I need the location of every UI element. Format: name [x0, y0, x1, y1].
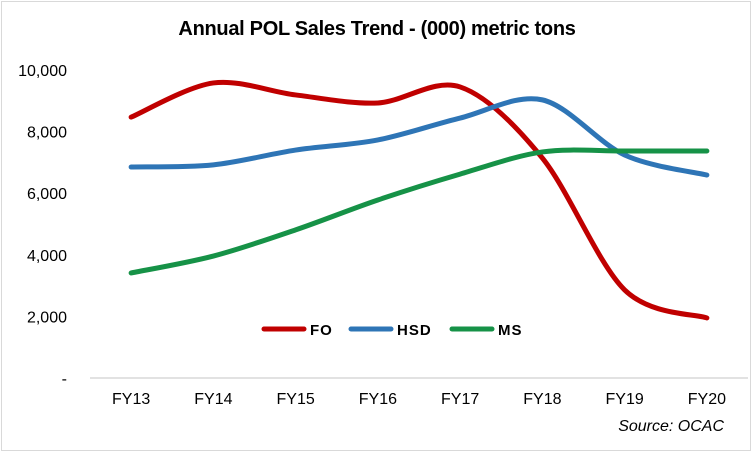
legend-item-hsd: HSD [348, 322, 432, 339]
y-tick-label: 10,000 [18, 63, 67, 80]
series-hsd [128, 96, 710, 178]
y-axis: - 2,000 4,000 6,000 8,000 10,000 [18, 63, 67, 388]
series-lines [128, 79, 710, 321]
legend-item-fo: FO [261, 322, 333, 339]
series-line-ms [128, 147, 710, 276]
source-note: Source: OCAC [618, 418, 724, 435]
legend: FO HSD MS [261, 322, 523, 339]
x-tick-label: FY13 [112, 391, 150, 408]
x-tick-label: FY16 [359, 391, 397, 408]
x-tick-label: FY14 [194, 391, 232, 408]
x-tick-label: FY18 [523, 391, 561, 408]
x-axis: FY13 FY14 FY15 FY16 FY17 FY18 FY19 FY20 [112, 391, 726, 408]
y-tick-label: 8,000 [27, 125, 67, 142]
chart-title: Annual POL Sales Trend - (000) metric to… [178, 18, 576, 40]
y-tick-label: 2,000 [27, 309, 67, 326]
legend-item-ms: MS [449, 322, 523, 339]
legend-label: FO [310, 322, 333, 339]
series-line-hsd [128, 96, 710, 178]
x-tick-label: FY15 [277, 391, 315, 408]
x-tick-label: FY17 [441, 391, 479, 408]
series-fo [128, 79, 710, 321]
y-tick-label: 4,000 [27, 248, 67, 265]
series-ms [128, 147, 710, 276]
y-tick-label: 6,000 [27, 186, 67, 203]
x-tick-label: FY19 [606, 391, 644, 408]
series-line-fo [128, 79, 710, 321]
legend-label: HSD [397, 322, 432, 339]
y-tick-label: - [62, 371, 67, 388]
legend-label: MS [498, 322, 523, 339]
x-tick-label: FY20 [688, 391, 726, 408]
